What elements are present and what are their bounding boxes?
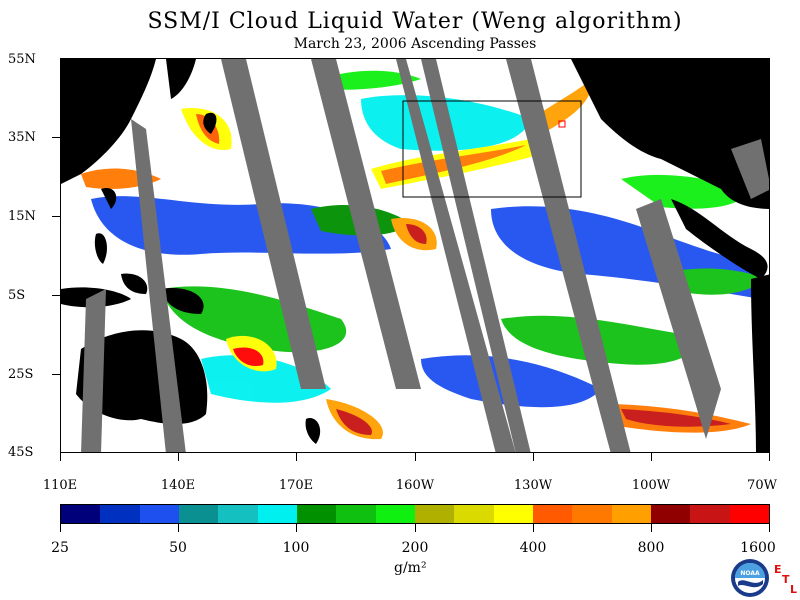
lat-label-55n: 55N: [8, 52, 36, 67]
region-box: [402, 100, 582, 198]
colorbar-segment: [178, 505, 219, 523]
colorbar-segment: [690, 505, 730, 523]
colorbar-segment: [336, 505, 376, 523]
etl-letter-e: E: [774, 563, 782, 576]
japan-land: [203, 112, 217, 134]
kamchatka-land: [166, 59, 196, 99]
lat-tick: [52, 216, 60, 217]
lon-label-110e: 110E: [42, 478, 78, 493]
lon-label-170e: 170E: [278, 478, 314, 493]
colorbar-segment: [296, 505, 337, 523]
colorbar-segment: [257, 505, 297, 523]
philippines-land: [94, 233, 107, 264]
lat-tick: [52, 137, 60, 138]
map-canvas: [61, 59, 769, 452]
colorbar: [60, 504, 770, 524]
central-america-land: [671, 199, 768, 279]
lat-tick: [52, 374, 60, 375]
colorbar-segment: [729, 505, 769, 523]
colorbar-label-50: 50: [169, 540, 187, 556]
colorbar-label-1600: 1600: [740, 540, 776, 556]
lat-label-15n: 15N: [8, 209, 36, 224]
colorbar-segment: [100, 505, 140, 523]
lat-label-35n: 35N: [8, 130, 36, 145]
units-label: g/m²: [394, 560, 427, 576]
lon-tick: [651, 453, 652, 461]
colorbar-tick: [415, 524, 416, 532]
lat-label-25s: 25S: [8, 367, 34, 382]
colorbar-tick: [651, 524, 652, 532]
colorbar-segment: [414, 505, 455, 523]
colorbar-label-200: 200: [401, 540, 429, 556]
colorbar-segment: [611, 505, 651, 523]
map-title: SSM/I Cloud Liquid Water (Weng algorithm…: [147, 9, 683, 34]
new-guinea-land: [161, 288, 204, 314]
taiwan-land: [101, 188, 117, 209]
lon-tick: [415, 453, 416, 461]
lat-label-5s: 5S: [8, 288, 26, 303]
north-america-land: [571, 59, 769, 209]
etl-letter-t: T: [782, 573, 790, 586]
colorbar-segment: [532, 505, 573, 523]
lon-label-70w: 70W: [747, 478, 777, 493]
marker-square: [558, 120, 566, 128]
colorbar-tick: [296, 524, 297, 532]
no-data-swaths: [81, 59, 769, 452]
lon-label-130w: 130W: [513, 478, 553, 493]
colorbar-segment: [375, 505, 415, 523]
colorbar-tick: [533, 524, 534, 532]
lon-tick: [178, 453, 179, 461]
lon-tick: [60, 453, 61, 461]
colorbar-tick: [178, 524, 179, 532]
lat-label-45s: 45S: [8, 445, 34, 460]
map-subtitle: March 23, 2006 Ascending Passes: [293, 36, 537, 52]
asia-land: [61, 59, 156, 184]
etl-letter-l: L: [790, 583, 798, 596]
borneo-land: [121, 273, 148, 294]
colorbar-tick: [769, 524, 770, 532]
lon-tick: [533, 453, 534, 461]
new-zealand-land: [305, 418, 321, 444]
colorbar-segment: [572, 505, 612, 523]
lon-tick: [769, 453, 770, 461]
colorbar-segment: [139, 505, 179, 523]
map-panel: [60, 58, 770, 453]
lon-label-100w: 100W: [631, 478, 671, 493]
noaa-logo: NOAA: [731, 559, 769, 597]
lat-tick: [52, 295, 60, 296]
south-america-land: [751, 274, 769, 452]
colorbar-tick: [60, 524, 61, 532]
lon-label-160w: 160W: [395, 478, 435, 493]
colorbar-segment: [454, 505, 494, 523]
colorbar-label-400: 400: [519, 540, 547, 556]
land: [61, 59, 769, 452]
colorbar-segment: [650, 505, 691, 523]
colorbar-label-100: 100: [282, 540, 310, 556]
lon-label-140e: 140E: [160, 478, 196, 493]
colorbar-segment: [493, 505, 533, 523]
svg-text:NOAA: NOAA: [740, 570, 760, 577]
colorbar-label-800: 800: [637, 540, 665, 556]
colorbar-segment: [218, 505, 258, 523]
colorbar-segment: [61, 505, 101, 523]
lon-tick: [296, 453, 297, 461]
colorbar-label-25: 25: [51, 540, 69, 556]
